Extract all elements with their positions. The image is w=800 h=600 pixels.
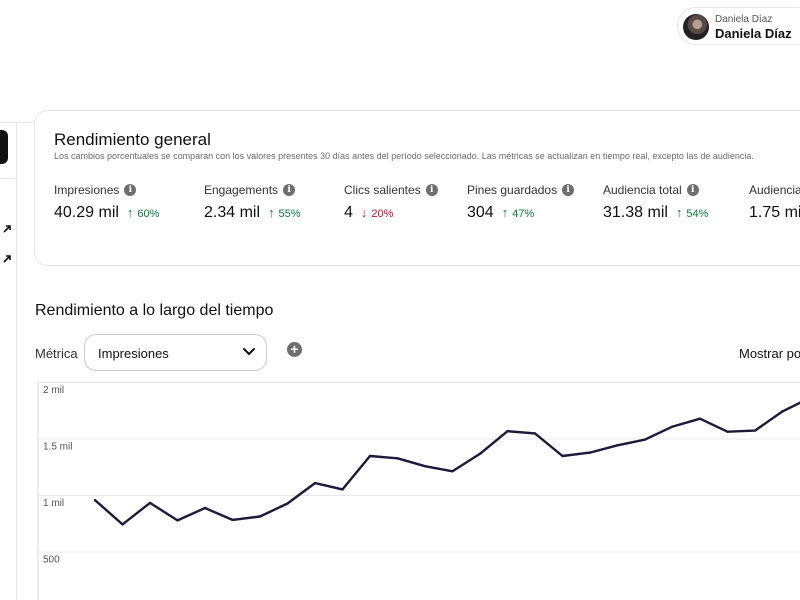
metric-change: 47% — [512, 208, 535, 220]
arrow-up-icon: ↑ — [268, 205, 275, 220]
metric-select-label: Métrica — [35, 346, 78, 361]
account-switcher[interactable]: Daniela Díaz Daniela Díaz — [677, 7, 800, 45]
data-point — [423, 464, 427, 468]
left-sidebar — [0, 123, 17, 600]
data-point — [286, 502, 289, 505]
metric-label: Engagements — [204, 183, 279, 197]
metric-change: 20% — [371, 208, 394, 220]
metric-change: 54% — [686, 208, 709, 220]
metric-change: 55% — [278, 208, 301, 220]
top-bar: Daniela Díaz Daniela Díaz — [0, 0, 800, 122]
metric-select[interactable]: Impresiones — [84, 334, 267, 371]
data-point — [588, 451, 592, 454]
data-point — [93, 498, 97, 502]
metric-clics-salientes[interactable]: Clics salientes i 4 ↓ 20% — [344, 183, 438, 222]
metric-impresiones[interactable]: Impresiones i 40.29 mil ↑ 60% — [54, 183, 159, 222]
metric-label: Clics salientes — [344, 183, 421, 197]
data-point — [533, 432, 537, 435]
overview-title: Rendimiento general — [54, 130, 211, 149]
info-icon[interactable]: i — [283, 184, 296, 196]
y-tick-label: 2 mil — [43, 385, 64, 396]
metric-pines-guardados[interactable]: Pines guardados i 304 ↑ 47% — [467, 183, 575, 222]
metric-value: 2.34 mil — [204, 204, 261, 221]
arrow-up-icon: ↑ — [501, 205, 509, 220]
metric-value: 4 — [344, 204, 353, 221]
data-point — [121, 523, 124, 526]
data-point — [396, 457, 399, 460]
sidebar-active-item[interactable] — [0, 130, 8, 164]
impressions-line-chart: 2 mil 1.5 mil 1 mil 500 — [37, 382, 800, 600]
arrow-up-icon: ↑ — [675, 205, 683, 220]
metric-label: Audiencia — [749, 183, 800, 197]
external-link-icon[interactable] — [1, 253, 13, 268]
chevron-down-icon — [241, 340, 257, 362]
data-point — [231, 518, 234, 522]
data-point — [203, 506, 207, 510]
series-line — [94, 401, 800, 526]
metric-label: Audiencia total — [603, 183, 682, 197]
section-title: Rendimiento a lo largo del tiempo — [35, 302, 274, 319]
sidebar-divider — [0, 178, 14, 179]
account-small-name: Daniela Díaz — [715, 14, 773, 25]
metric-label: Impresiones — [54, 183, 120, 197]
data-point — [671, 425, 674, 428]
y-tick-label: 1.5 mil — [43, 442, 72, 453]
info-icon[interactable]: i — [425, 184, 438, 196]
data-point — [781, 410, 784, 413]
info-icon[interactable]: i — [686, 184, 699, 196]
overview-subtitle: Los cambios porcentuales se comparan con… — [54, 151, 754, 161]
y-tick-label: 1 mil — [43, 498, 64, 509]
y-tick-label: 500 — [43, 555, 60, 566]
data-point — [368, 454, 372, 458]
metric-value: 31.38 mil — [603, 204, 668, 221]
data-point — [753, 429, 757, 432]
metric-value: 40.29 mil — [54, 204, 119, 221]
data-point — [698, 417, 702, 420]
data-point — [506, 429, 509, 433]
data-point — [561, 454, 564, 458]
data-point — [478, 452, 482, 455]
metric-audiencia-total[interactable]: Audiencia total i 31.38 mil ↑ 54% — [603, 183, 708, 222]
data-point — [341, 488, 344, 491]
data-point — [643, 438, 647, 441]
overview-card — [34, 110, 800, 266]
info-icon[interactable]: i — [562, 184, 575, 196]
metric-audiencia[interactable]: Audiencia 1.75 mi — [749, 183, 800, 222]
data-point — [148, 501, 152, 505]
info-icon[interactable]: i — [124, 184, 137, 196]
data-point — [726, 430, 729, 433]
show-by-label[interactable]: Mostrar po — [739, 346, 800, 361]
metric-select-value: Impresiones — [98, 346, 169, 361]
data-point — [616, 444, 619, 447]
add-metric-button[interactable]: + — [287, 342, 302, 357]
arrow-up-icon: ↑ — [126, 205, 134, 220]
metric-engagements[interactable]: Engagements i 2.34 mil ↑ 55% — [204, 183, 301, 222]
account-name: Daniela Díaz — [715, 26, 792, 41]
metric-value: 304 — [467, 204, 494, 221]
data-point — [176, 519, 179, 522]
data-point — [258, 515, 262, 518]
metric-label: Pines guardados — [467, 183, 558, 197]
avatar — [683, 14, 709, 40]
arrow-down-icon: ↓ — [360, 205, 368, 220]
data-point — [313, 481, 317, 485]
metric-change: 60% — [137, 208, 160, 220]
external-link-icon[interactable] — [1, 223, 13, 238]
metric-value: 1.75 mi — [749, 204, 800, 221]
data-point — [451, 470, 454, 473]
